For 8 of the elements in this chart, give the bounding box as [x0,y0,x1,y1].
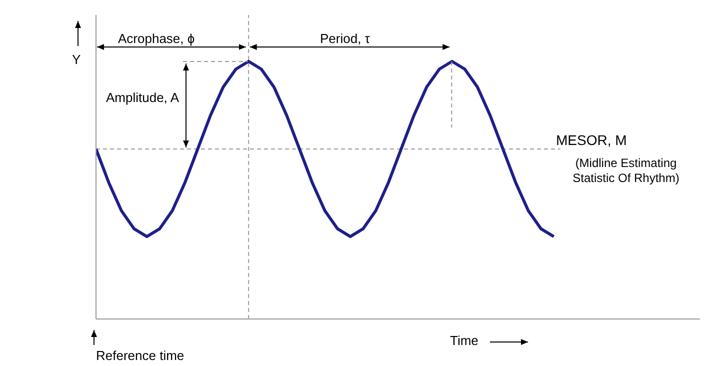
text: Reference time [96,348,184,363]
x-axis-title: Time [450,333,478,348]
text: (Midline Estimating Statistic Of Rhythm) [572,156,680,186]
y-axis-title: Y [72,52,81,67]
annotation: Amplitude, A [106,90,179,105]
text: Period, τ [320,31,370,46]
text: Acrophase, ϕ [118,31,195,46]
ref-line-label: MESOR, M [556,132,627,148]
